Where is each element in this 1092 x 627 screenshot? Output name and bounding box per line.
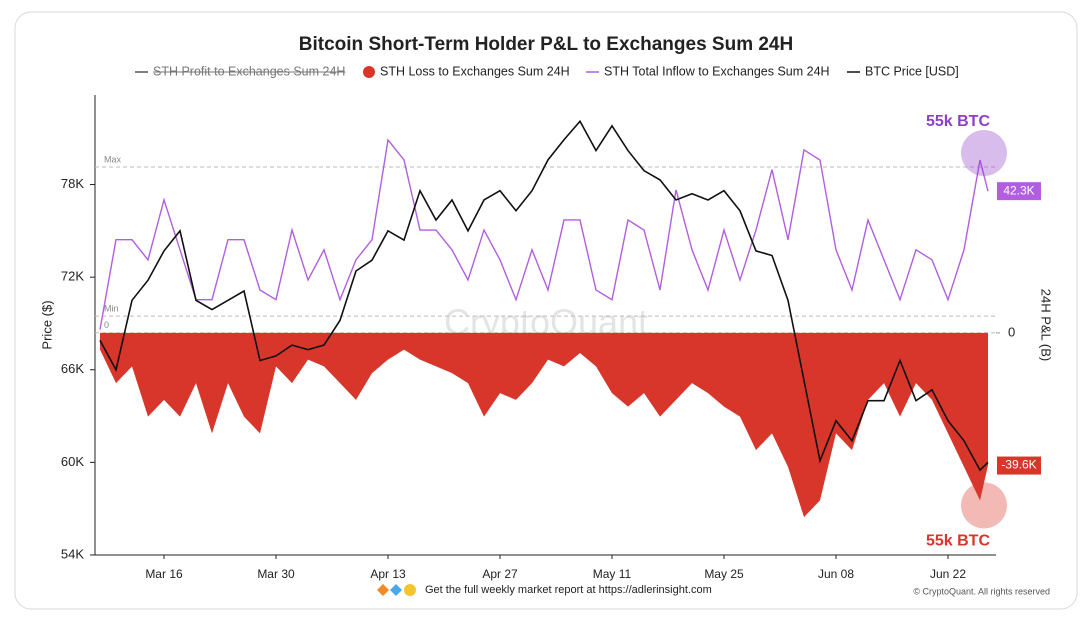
annotation: 55k BTC — [926, 533, 990, 550]
annotation-circle — [961, 482, 1007, 529]
end-label-box — [997, 182, 1041, 201]
y-tick-label: 78K — [61, 176, 84, 191]
footer-icons — [377, 584, 416, 596]
series-line — [99, 119, 989, 472]
end-label: 42.3K — [1003, 183, 1034, 197]
legend-label: STH Loss to Exchanges Sum 24H — [380, 64, 570, 78]
annotation: 55k BTC — [926, 113, 990, 130]
end-label-box — [997, 456, 1041, 475]
x-tick-label: Jun 08 — [818, 567, 854, 581]
end-label: -39.6K — [1001, 458, 1036, 472]
x-tick-label: May 25 — [704, 567, 744, 581]
x-tick-label: Apr 13 — [370, 567, 406, 581]
copyright: © CryptoQuant. All rights reserved — [913, 586, 1050, 596]
chart-title: Bitcoin Short-Term Holder P&L to Exchang… — [299, 34, 793, 55]
y-tick-label: 72K — [61, 269, 84, 284]
y-axis-title: Price ($) — [39, 300, 54, 349]
x-tick-label: Apr 27 — [482, 567, 518, 581]
reference-label: Min — [104, 303, 119, 313]
y-tick-label: 54K — [61, 546, 84, 561]
y-tick-label: 60K — [61, 454, 84, 469]
reference-label: 0 — [104, 320, 109, 330]
x-tick-label: Mar 30 — [257, 567, 295, 581]
reference-label: Max — [104, 154, 122, 164]
footer: Get the full weekly market report at htt… — [425, 584, 712, 596]
annotation-circle — [961, 129, 1007, 176]
loss-area — [100, 332, 988, 518]
legend-swatch — [363, 66, 375, 78]
series-line — [99, 138, 989, 330]
y2-tick-label: 0 — [1008, 324, 1015, 339]
legend-label: STH Profit to Exchanges Sum 24H — [153, 64, 345, 78]
x-tick-label: Mar 16 — [145, 567, 183, 581]
legend-label: STH Total Inflow to Exchanges Sum 24H — [604, 64, 830, 78]
y2-axis-title: 24H P&L (B) — [1039, 289, 1054, 362]
legend-label: BTC Price [USD] — [865, 64, 959, 78]
y-tick-label: 66K — [61, 361, 84, 376]
x-tick-label: Jun 22 — [930, 567, 966, 581]
x-tick-label: May 11 — [593, 567, 632, 581]
